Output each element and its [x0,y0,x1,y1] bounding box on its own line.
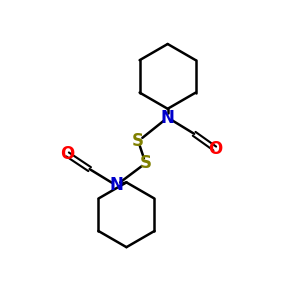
Text: N: N [161,109,175,127]
Text: O: O [208,140,222,158]
Text: O: O [60,146,75,164]
Text: N: N [109,176,123,194]
Text: S: S [132,132,144,150]
Text: S: S [140,154,152,172]
